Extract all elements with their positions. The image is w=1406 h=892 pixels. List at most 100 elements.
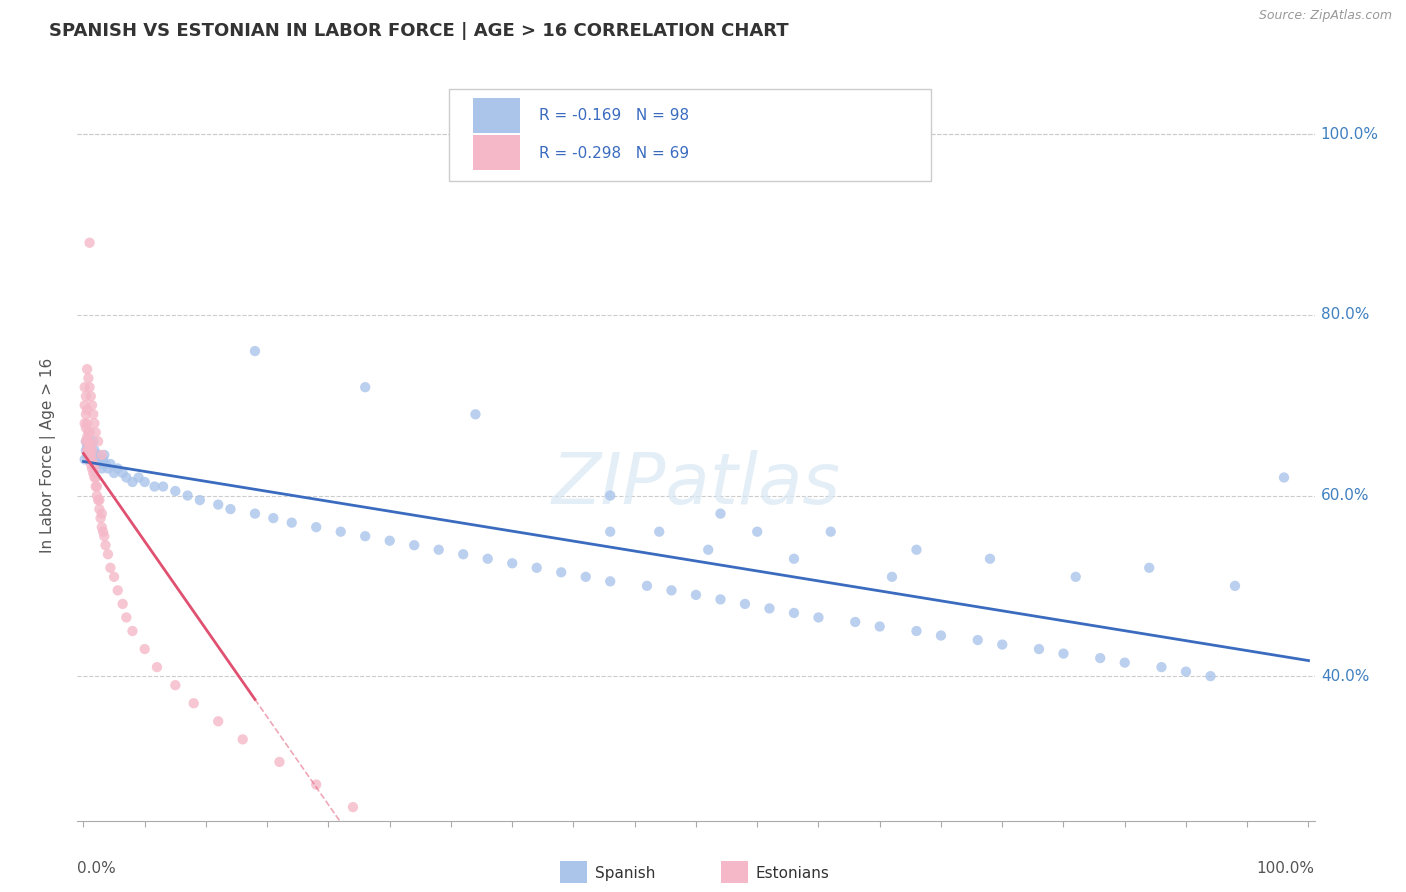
Point: [880, 570, 903, 584]
Point: [165, 483, 187, 498]
Point: [783, 551, 806, 566]
Text: 60.0%: 60.0%: [1320, 488, 1369, 503]
Text: R = -0.298   N = 69: R = -0.298 N = 69: [538, 146, 689, 161]
Point: [451, 547, 474, 561]
Point: [82, 434, 104, 449]
Point: [79, 452, 101, 467]
Point: [188, 493, 211, 508]
Point: [79, 235, 101, 250]
Point: [844, 615, 866, 629]
Point: [107, 461, 129, 475]
Point: [80, 461, 103, 475]
Point: [464, 407, 486, 421]
Point: [84, 457, 107, 471]
Text: ZIPatlas: ZIPatlas: [551, 450, 841, 518]
Point: [134, 642, 156, 657]
Point: [176, 489, 198, 503]
Point: [80, 439, 103, 453]
Point: [1028, 642, 1050, 657]
Point: [599, 574, 621, 589]
Point: [80, 452, 103, 467]
Point: [77, 434, 100, 449]
Point: [73, 380, 96, 394]
Point: [83, 417, 105, 431]
Point: [115, 470, 138, 484]
Point: [661, 583, 683, 598]
Text: Estonians: Estonians: [755, 866, 830, 880]
Point: [76, 402, 98, 417]
Point: [77, 443, 100, 458]
Point: [575, 570, 598, 584]
Point: [94, 457, 117, 471]
Point: [115, 610, 138, 624]
Point: [90, 457, 112, 471]
Point: [599, 524, 621, 539]
Point: [77, 425, 100, 440]
Text: Source: ZipAtlas.com: Source: ZipAtlas.com: [1258, 9, 1392, 22]
Point: [79, 425, 101, 440]
Point: [820, 524, 842, 539]
Point: [1223, 579, 1246, 593]
Point: [90, 520, 112, 534]
Point: [86, 479, 108, 493]
Text: 40.0%: 40.0%: [1320, 669, 1369, 683]
Point: [143, 479, 166, 493]
Point: [97, 461, 120, 475]
Point: [685, 588, 707, 602]
Point: [80, 448, 103, 462]
Point: [87, 448, 110, 462]
Point: [1114, 656, 1136, 670]
Point: [75, 443, 97, 458]
Text: 0.0%: 0.0%: [77, 861, 117, 876]
Text: 100.0%: 100.0%: [1257, 861, 1315, 876]
Point: [76, 448, 98, 462]
Point: [991, 638, 1014, 652]
Point: [966, 633, 988, 648]
Point: [121, 475, 143, 489]
Point: [526, 561, 548, 575]
Point: [1272, 470, 1295, 484]
Point: [709, 507, 731, 521]
Point: [80, 443, 103, 458]
Point: [80, 439, 103, 453]
Point: [83, 461, 105, 475]
Point: [783, 606, 806, 620]
Point: [79, 434, 101, 449]
Point: [477, 551, 499, 566]
Point: [121, 624, 143, 638]
Point: [80, 398, 103, 412]
Point: [82, 407, 104, 421]
Point: [305, 778, 328, 792]
Point: [83, 470, 105, 484]
Point: [91, 452, 114, 467]
Point: [82, 457, 104, 471]
Point: [73, 452, 96, 467]
Point: [90, 507, 112, 521]
Bar: [474, 135, 520, 169]
Point: [807, 610, 830, 624]
Point: [427, 542, 450, 557]
Text: 80.0%: 80.0%: [1320, 308, 1369, 322]
Point: [90, 448, 112, 462]
Point: [77, 443, 100, 458]
Point: [77, 434, 100, 449]
Point: [89, 493, 111, 508]
Point: [100, 457, 122, 471]
Point: [280, 516, 302, 530]
Point: [128, 470, 150, 484]
Point: [404, 538, 426, 552]
Point: [1052, 647, 1074, 661]
Point: [87, 493, 110, 508]
Point: [76, 362, 98, 376]
Text: SPANISH VS ESTONIAN IN LABOR FORCE | AGE > 16 CORRELATION CHART: SPANISH VS ESTONIAN IN LABOR FORCE | AGE…: [49, 22, 789, 40]
Point: [869, 619, 891, 633]
Point: [262, 511, 284, 525]
Point: [73, 417, 96, 431]
Point: [80, 389, 103, 403]
Point: [107, 583, 129, 598]
Point: [89, 452, 111, 467]
Point: [905, 542, 928, 557]
Point: [207, 498, 229, 512]
Point: [100, 561, 122, 575]
Point: [183, 696, 205, 710]
